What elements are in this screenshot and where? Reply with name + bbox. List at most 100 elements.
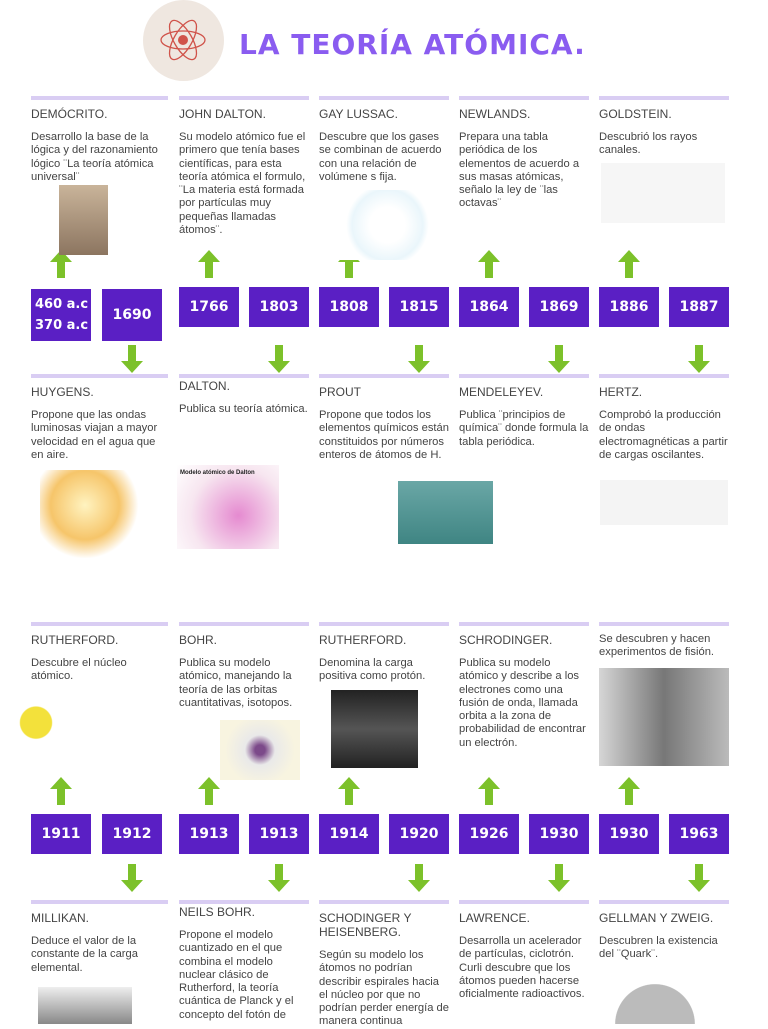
year-label: 1913 [259,825,299,842]
bottom-card: HERTZ. Comprobó la producción de ondas el… [599,374,729,462]
year-box: 1930 [599,814,659,854]
top-card: RUTHERFORD. Descubre el núcleo atómico. [31,622,168,684]
year-label: 460 a.c 370 a.c [35,297,89,333]
divider [31,900,168,904]
arrow-down-icon [548,345,570,373]
goldstein-tube-diagram [601,163,725,223]
bottom-card: GELLMAN Y ZWEIG. Descubren la existencia … [599,900,729,962]
year-box: 1886 [599,287,659,327]
year-box: 1869 [529,287,589,327]
bottom-card: LAWRENCE. Desarrolla un acelerador de par… [459,900,589,1001]
year-label: 1803 [259,298,299,315]
year-label: 1690 [112,306,152,323]
event-name: SCHODINGER Y HEISENBERG. [319,911,412,939]
year-label: 1766 [189,298,229,315]
event-description: Comprobó la producción de ondas electrom… [599,409,728,461]
year-label: 1914 [329,825,369,842]
event-description: Según su modelo los átomos no podrían de… [319,949,449,1028]
year-label: 1913 [189,825,229,842]
top-card: RUTHERFORD. Denomina la carga positiva co… [319,622,449,684]
year-box: 1920 [389,814,449,854]
year-box: 1914 [319,814,379,854]
event-name: DEMÓCRITO. [31,107,108,121]
event-description: Descubre que los gases se combinan de ac… [319,131,442,183]
rutherford-portrait [331,690,418,768]
top-card: GAY LUSSAC. Descubre que los gases se com… [319,96,449,184]
quark-diagram [611,975,699,1024]
bottom-card: HUYGENS. Propone que las ondas luminosas … [31,374,168,462]
event-name: JOHN DALTON. [179,107,266,121]
event-name: GAY LUSSAC. [319,107,398,121]
event-name: HUYGENS. [31,385,94,399]
atom-icon [160,19,206,61]
arrow-up-icon [478,777,500,805]
event-name: RUTHERFORD. [31,633,119,647]
divider [179,96,309,100]
year-box: 1766 [179,287,239,327]
event-name: NEWLANDS. [459,107,531,121]
year-label: 1912 [112,825,152,842]
divider [31,96,168,100]
year-label: 1920 [399,825,439,842]
year-label: 1886 [609,298,649,315]
event-description: Publica su teoría atómica. [179,403,308,415]
event-name: RUTHERFORD. [319,633,407,647]
event-description: Denomina la carga positiva como protón. [319,657,426,683]
year-box: 1887 [669,287,729,327]
top-card: Se descubren y hacen experimentos de fis… [599,622,729,660]
year-label: 1930 [539,825,579,842]
divider [459,96,589,100]
year-label: 1808 [329,298,369,315]
arrow-up-icon [338,777,360,805]
event-name: HERTZ. [599,385,643,399]
event-description: Se descubren y hacen experimentos de fis… [599,633,715,659]
bottom-card: MILLIKAN. Deduce el valor de la constante… [31,900,168,975]
event-description: Propone que las ondas luminosas viajan a… [31,409,158,461]
year-label: 1926 [469,825,509,842]
top-card: DEMÓCRITO. Desarrollo la base de la lógic… [31,96,168,184]
year-box: 1803 [249,287,309,327]
year-box: 1930 [529,814,589,854]
arrow-down-icon [688,345,710,373]
year-box: 1912 [102,814,162,854]
event-name: DALTON. [179,379,230,393]
bottom-card: SCHODINGER Y HEISENBERG. Según su modelo … [319,900,449,1029]
event-description: Publica su modelo atómico y describe a l… [459,657,586,749]
divider [599,900,729,904]
year-box: 1926 [459,814,519,854]
year-box: 1913 [249,814,309,854]
year-box: 1913 [179,814,239,854]
year-box: 1963 [669,814,729,854]
arrow-up-icon [478,250,500,278]
arrow-down-icon [408,864,430,892]
divider [319,622,449,626]
arrow-down-icon [121,864,143,892]
divider [179,900,309,904]
event-description: Deduce el valor de la constante de la ca… [31,935,138,974]
event-name: SCHRODINGER. [459,633,553,647]
divider [31,622,168,626]
divider [319,96,449,100]
atom-logo [143,0,224,81]
event-name: BOHR. [179,633,218,647]
event-description: Descubren la existencia del ¨Quark¨. [599,935,718,961]
year-box: 1911 [31,814,91,854]
divider [179,622,309,626]
event-name: GOLDSTEIN. [599,107,672,121]
event-description: Su modelo atómico fue el primero que ten… [179,131,306,237]
year-label: 1815 [399,298,439,315]
bottom-card: DALTON. Publica su teoría atómica. [179,374,309,416]
divider [599,374,729,378]
arrow-down-icon [688,864,710,892]
top-card: SCHRODINGER. Publica su modelo atómico y … [459,622,589,750]
gas-laws-diagram [340,190,435,260]
divider [599,96,729,100]
event-name: MENDELEYEV. [459,385,544,399]
huygens-light-image [40,470,140,558]
divider [459,900,589,904]
divider [459,622,589,626]
top-card: BOHR. Publica su modelo atómico, manejand… [179,622,309,710]
periodic-table-image [398,481,493,544]
year-label: 1963 [679,825,719,842]
event-name: GELLMAN Y ZWEIG. [599,911,714,925]
